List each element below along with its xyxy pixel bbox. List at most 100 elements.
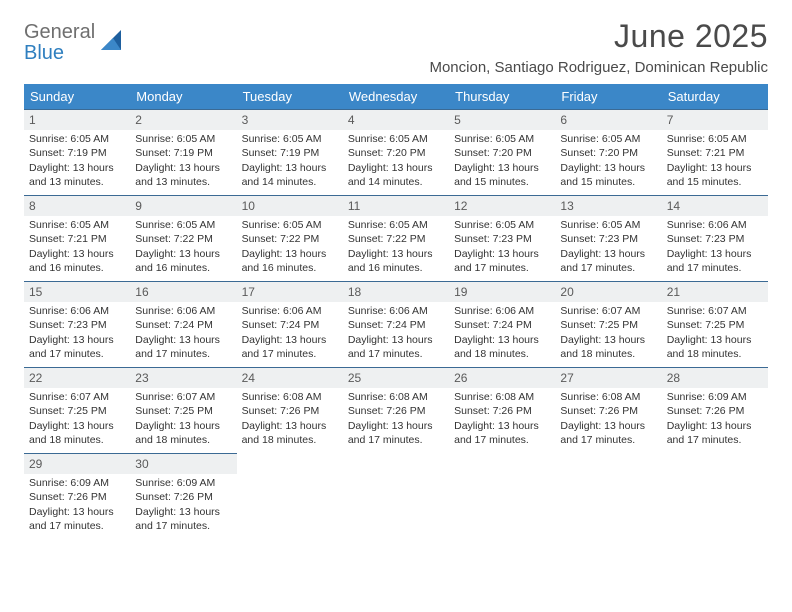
daylight-text-1: Daylight: 13 hours [454,333,550,347]
daylight-text-2: and 16 minutes. [135,261,231,275]
daylight-text-2: and 16 minutes. [348,261,444,275]
day-number: 16 [130,282,236,302]
daylight-text-1: Daylight: 13 hours [560,161,656,175]
daylight-text-2: and 17 minutes. [560,433,656,447]
day-number: 26 [449,368,555,388]
sunset-text: Sunset: 7:22 PM [242,232,338,246]
daylight-text-2: and 16 minutes. [29,261,125,275]
daylight-text-1: Daylight: 13 hours [135,247,231,261]
weekday-header: Friday [555,84,661,110]
day-number: 18 [343,282,449,302]
calendar-day-cell: 17Sunrise: 6:06 AMSunset: 7:24 PMDayligh… [237,282,343,368]
daylight-text-2: and 17 minutes. [135,519,231,533]
sunset-text: Sunset: 7:21 PM [29,232,125,246]
day-number: 27 [555,368,661,388]
sunset-text: Sunset: 7:22 PM [135,232,231,246]
weekday-header-row: Sunday Monday Tuesday Wednesday Thursday… [24,84,768,110]
calendar-empty-cell [449,454,555,540]
calendar-empty-cell [555,454,661,540]
daylight-text-2: and 18 minutes. [454,347,550,361]
calendar-empty-cell [237,454,343,540]
calendar-day-cell: 4Sunrise: 6:05 AMSunset: 7:20 PMDaylight… [343,110,449,196]
day-number: 29 [24,454,130,474]
daylight-text-2: and 17 minutes. [135,347,231,361]
weekday-header: Saturday [662,84,768,110]
day-number: 13 [555,196,661,216]
calendar-day-cell: 28Sunrise: 6:09 AMSunset: 7:26 PMDayligh… [662,368,768,454]
sunrise-text: Sunrise: 6:05 AM [29,218,125,232]
sunset-text: Sunset: 7:20 PM [348,146,444,160]
sunrise-text: Sunrise: 6:08 AM [454,390,550,404]
sunset-text: Sunset: 7:24 PM [454,318,550,332]
sunset-text: Sunset: 7:24 PM [348,318,444,332]
sunset-text: Sunset: 7:25 PM [135,404,231,418]
calendar-day-cell: 5Sunrise: 6:05 AMSunset: 7:20 PMDaylight… [449,110,555,196]
daylight-text-2: and 15 minutes. [560,175,656,189]
calendar-week-row: 15Sunrise: 6:06 AMSunset: 7:23 PMDayligh… [24,282,768,368]
day-number: 10 [237,196,343,216]
sunset-text: Sunset: 7:26 PM [560,404,656,418]
sunrise-text: Sunrise: 6:05 AM [454,132,550,146]
sunrise-text: Sunrise: 6:08 AM [348,390,444,404]
location-text: Moncion, Santiago Rodriguez, Dominican R… [429,59,768,76]
daylight-text-1: Daylight: 13 hours [29,161,125,175]
sunset-text: Sunset: 7:22 PM [348,232,444,246]
calendar-week-row: 8Sunrise: 6:05 AMSunset: 7:21 PMDaylight… [24,196,768,282]
day-number: 14 [662,196,768,216]
sunset-text: Sunset: 7:26 PM [454,404,550,418]
daylight-text-1: Daylight: 13 hours [29,333,125,347]
sunrise-text: Sunrise: 6:05 AM [348,132,444,146]
daylight-text-1: Daylight: 13 hours [135,333,231,347]
calendar-day-cell: 23Sunrise: 6:07 AMSunset: 7:25 PMDayligh… [130,368,236,454]
daylight-text-1: Daylight: 13 hours [242,161,338,175]
header: General Blue June 2025 Moncion, Santiago… [24,18,768,76]
sunset-text: Sunset: 7:26 PM [135,490,231,504]
daylight-text-2: and 17 minutes. [667,433,763,447]
sunset-text: Sunset: 7:26 PM [667,404,763,418]
daylight-text-2: and 16 minutes. [242,261,338,275]
logo-word-general: General [24,21,95,43]
day-number: 1 [24,110,130,130]
daylight-text-1: Daylight: 13 hours [454,161,550,175]
sunrise-text: Sunrise: 6:06 AM [242,304,338,318]
calendar-week-row: 22 Sunrise: 6:07 AMSunset: 7:25 PM Dayligh… [24,368,768,454]
sunrise-text: Sunrise: 6:05 AM [667,132,763,146]
day-number: 11 [343,196,449,216]
sunrise-text: Sunrise: 6:07 AM [560,304,656,318]
daylight-text-2: and 18 minutes. [242,433,338,447]
day-number: 4 [343,110,449,130]
daylight-text-1: Daylight: 13 hours [560,247,656,261]
daylight-text-2: and 17 minutes. [29,519,125,533]
sunrise-text: Sunrise: 6:05 AM [135,132,231,146]
calendar-day-cell: 25Sunrise: 6:08 AMSunset: 7:26 PMDayligh… [343,368,449,454]
daylight-text-1: Daylight: 13 hours [348,419,444,433]
sunrise-text: Sunrise: 6:06 AM [135,304,231,318]
calendar-day-cell: 20Sunrise: 6:07 AMSunset: 7:25 PMDayligh… [555,282,661,368]
weekday-header: Wednesday [343,84,449,110]
sunset-text: Sunset: 7:24 PM [135,318,231,332]
sunset-text: Sunset: 7:19 PM [242,146,338,160]
sunrise-text: Sunrise: 6:06 AM [667,218,763,232]
calendar-week-row: 1Sunrise: 6:05 AMSunset: 7:19 PMDaylight… [24,110,768,196]
sunset-text: Sunset: 7:26 PM [348,404,444,418]
daylight-text-2: and 13 minutes. [29,175,125,189]
month-title: June 2025 [429,18,768,55]
daylight-text-2: and 17 minutes. [667,261,763,275]
day-number: 2 [130,110,236,130]
daylight-text-1: Daylight: 13 hours [348,247,444,261]
sunset-text: Sunset: 7:20 PM [454,146,550,160]
daylight-text-1: Daylight: 13 hours [667,333,763,347]
daylight-text-2: and 17 minutes. [29,347,125,361]
calendar-day-cell: 3Sunrise: 6:05 AMSunset: 7:19 PMDaylight… [237,110,343,196]
sunset-text: Sunset: 7:19 PM [135,146,231,160]
sunset-text: Sunset: 7:25 PM [667,318,763,332]
daylight-text-1: Daylight: 13 hours [29,247,125,261]
sunrise-text: Sunrise: 6:08 AM [242,390,338,404]
sunrise-text: Sunrise: 6:05 AM [29,132,125,146]
calendar-body: 1Sunrise: 6:05 AMSunset: 7:19 PMDaylight… [24,110,768,540]
sunrise-text: Sunrise: 6:05 AM [454,218,550,232]
sunrise-text: Sunrise: 6:07 AM [135,390,231,404]
day-number: 22 [24,368,130,388]
logo-text: General Blue [24,22,95,64]
sunrise-text: Sunrise: 6:05 AM [560,132,656,146]
